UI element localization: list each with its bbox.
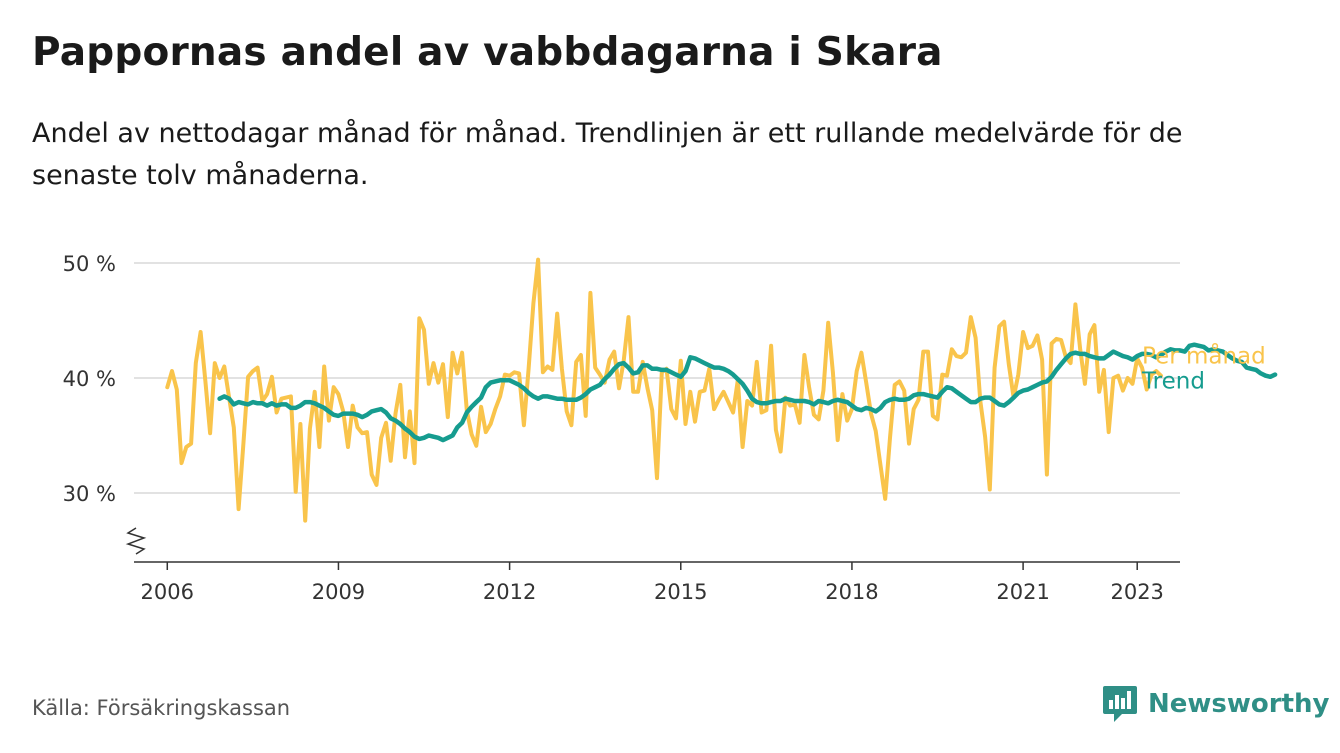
legend-label-monthly: Per månad [1142, 342, 1266, 370]
trend-series-line [217, 342, 1278, 443]
brand-name: Newsworthy [1148, 689, 1330, 719]
x-tick-label: 2021 [996, 580, 1049, 604]
x-tick-label: 2023 [1110, 580, 1163, 604]
x-tick-label: 2018 [825, 580, 878, 604]
brand-logo: Newsworthy [1102, 684, 1329, 724]
monthly-series-line [165, 257, 1163, 523]
x-tick-label: 2006 [141, 580, 194, 604]
source-note: Källa: Försäkringskassan [32, 696, 291, 720]
chart-title: Pappornas andel av vabbdagarna i Skara [32, 30, 943, 75]
y-axis-labels: 30 % 40 % 50 % [63, 252, 116, 506]
series-lines [165, 257, 1278, 523]
legend-label-trend: Trend [1141, 369, 1205, 395]
x-tick-label: 2012 [483, 580, 536, 604]
x-tick-label: 2015 [654, 580, 707, 604]
y-tick-label: 30 % [63, 482, 116, 506]
y-tick-label: 40 % [63, 367, 116, 391]
newsworthy-logo-icon [1103, 686, 1137, 722]
x-tick-label: 2009 [312, 580, 365, 604]
axes [125, 527, 1180, 570]
axis-break-mark [125, 527, 147, 555]
x-axis-labels: 2006 2009 2012 2015 2018 2021 2023 [141, 580, 1164, 604]
y-tick-label: 50 % [63, 252, 116, 276]
chart-subtitle: Andel av nettodagar månad för månad. Tre… [32, 118, 1183, 191]
